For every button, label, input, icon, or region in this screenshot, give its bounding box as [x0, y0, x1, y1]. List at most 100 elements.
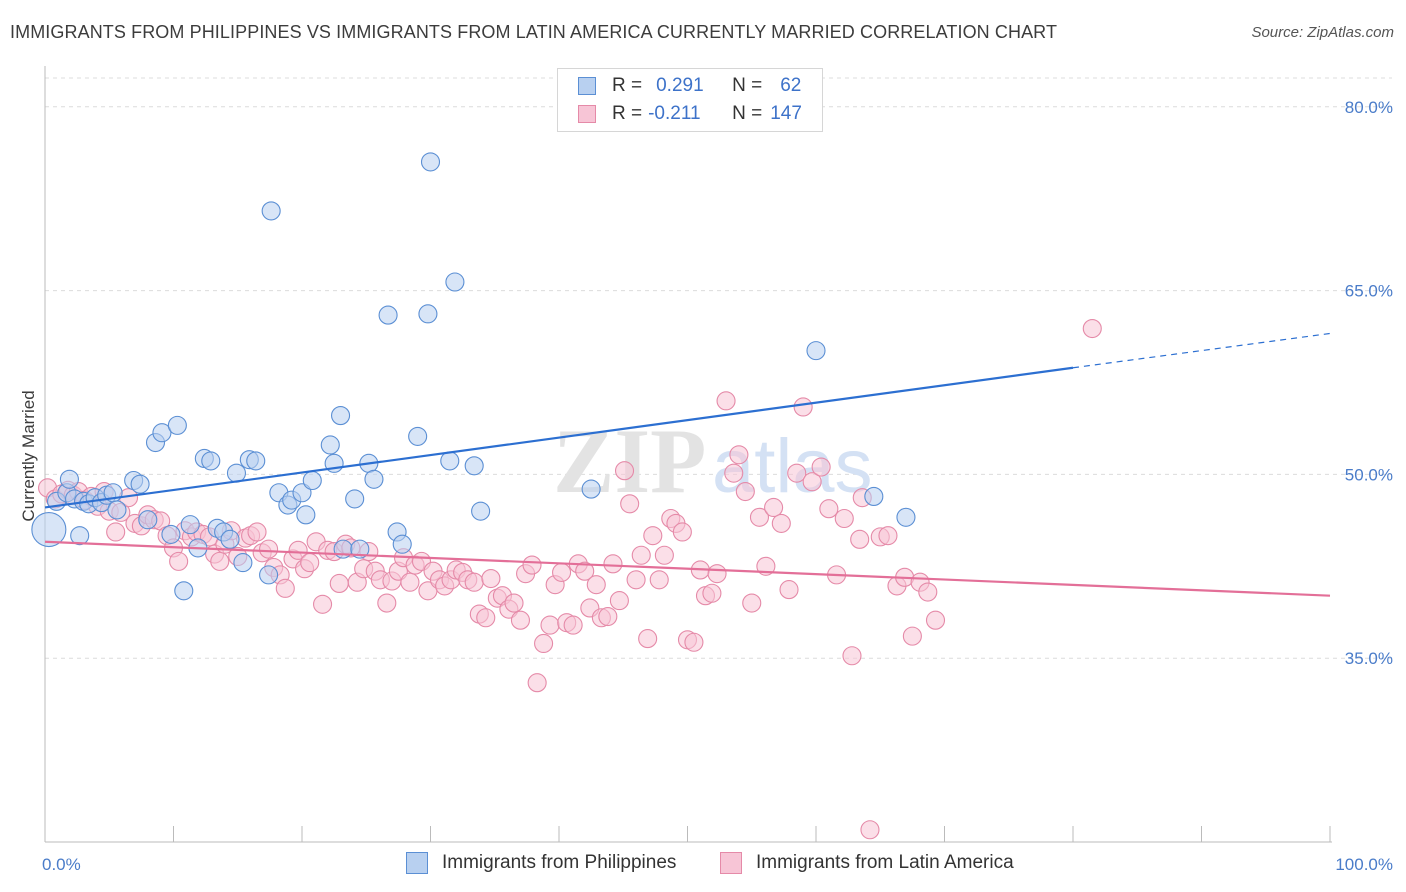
latin-america-point [210, 551, 230, 571]
latin-america-point [735, 481, 755, 502]
x-tick-label: 0.0% [42, 855, 81, 874]
latin-america-point [1082, 319, 1102, 339]
chart-title: IMMIGRANTS FROM PHILIPPINES VS IMMIGRANT… [10, 22, 1058, 42]
latin-america-point [643, 526, 663, 546]
latin-america-point [771, 513, 791, 533]
philippines-point [31, 511, 67, 548]
latin-america-point [749, 507, 770, 527]
latin-america-point [850, 529, 870, 549]
latin-america-point [598, 606, 618, 627]
latin-america-point [819, 499, 839, 519]
philippines-point [174, 581, 194, 601]
latin-america-point [522, 555, 542, 575]
latin-america-point [329, 573, 349, 593]
philippines-point [581, 479, 601, 499]
series-legend-latin-america[interactable]: Immigrants from Latin America [720, 852, 1014, 874]
philippines-point [138, 510, 158, 530]
latin-america-point [313, 594, 333, 614]
philippines-point [806, 341, 826, 361]
philippines-point [59, 469, 79, 489]
latin-america-trend-line [44, 540, 1331, 597]
latin-america-point [563, 615, 583, 635]
latin-america-point [247, 522, 267, 542]
latin-america-point [918, 582, 938, 602]
latin-america-point [702, 583, 722, 603]
latin-america-point [811, 457, 831, 477]
legend-r-value: -0.211 [648, 103, 701, 124]
series-swatch-pink [720, 852, 742, 874]
philippines-point [292, 483, 312, 503]
legend-r-value: 0.291 [656, 75, 704, 96]
y-tick-label: 65.0% [1345, 282, 1393, 301]
latin-america-point [527, 673, 547, 693]
latin-america-point [724, 463, 744, 483]
philippines-point [70, 526, 90, 546]
philippines-point [201, 451, 221, 471]
philippines-point [152, 423, 172, 443]
latin-america-point [504, 593, 524, 613]
latin-america-point [300, 553, 320, 573]
source-label: Source: ZipAtlas.com [1251, 24, 1394, 41]
series-legend: Immigrants from Philippines Immigrants f… [0, 850, 1406, 880]
correlation-legend: R = 0.291 N = 62 R = -0.211 N = 147 [557, 68, 823, 132]
latin-america-point [481, 568, 501, 589]
legend-r-label: R = [612, 103, 643, 124]
philippines-point [320, 435, 340, 455]
philippines-point [445, 272, 465, 292]
latin-america-point [729, 445, 749, 465]
philippines-point [107, 500, 127, 520]
philippines-point [261, 201, 281, 221]
philippines-point [233, 553, 253, 573]
latin-america-point [842, 646, 862, 666]
philippines-point [345, 489, 365, 509]
y-axis-label: Currently Married [19, 390, 38, 521]
legend-n-label: N = [732, 75, 763, 96]
series-name-philippines: Immigrants from Philippines [442, 852, 677, 873]
y-tick-label: 50.0% [1345, 465, 1393, 484]
latin-america-point [609, 591, 629, 611]
latin-america-point [464, 572, 484, 592]
latin-america-point [802, 472, 822, 492]
philippines-point [378, 305, 398, 325]
legend-swatch-pink [578, 105, 596, 123]
latin-america-point [902, 626, 922, 646]
latin-america-point [672, 522, 692, 542]
latin-america-point [684, 632, 704, 652]
trend-lines [44, 332, 1331, 597]
latin-america-point [259, 539, 279, 559]
philippines-point [864, 486, 884, 506]
series-legend-philippines[interactable]: Immigrants from Philippines [406, 852, 676, 874]
latin-america-point [654, 545, 674, 565]
philippines-point [180, 515, 200, 535]
philippines-point [302, 470, 322, 491]
y-tick-label: 80.0% [1345, 98, 1393, 117]
x-tick-label: 100.0% [1335, 855, 1393, 874]
latin-america-point [787, 463, 807, 483]
latin-america-point [716, 391, 736, 411]
legend-row-latin-america: R = -0.211 N = 147 [578, 101, 802, 127]
latin-america-point [860, 820, 880, 840]
latin-america-point [540, 615, 560, 635]
latin-america-point [603, 554, 623, 574]
philippines-point [330, 406, 351, 426]
philippines-point [161, 524, 181, 544]
legend-n-value: 147 [770, 103, 802, 124]
latin-america-point [534, 633, 554, 654]
latin-america-point [586, 575, 606, 595]
latin-america-point [649, 570, 669, 590]
philippines-point [364, 469, 384, 489]
latin-america-point [742, 593, 762, 613]
philippines-point [296, 505, 316, 525]
latin-america-point [707, 564, 727, 584]
legend-n-value: 62 [780, 75, 802, 96]
philippines-point [167, 415, 187, 435]
philippines-point [418, 304, 438, 324]
philippines-point [130, 474, 150, 494]
latin-america-point [631, 545, 651, 565]
latin-america-point [575, 561, 595, 581]
philippines-point [408, 426, 428, 446]
philippines-point [464, 456, 484, 476]
philippines-point [392, 534, 412, 554]
latin-america-point [764, 497, 784, 518]
